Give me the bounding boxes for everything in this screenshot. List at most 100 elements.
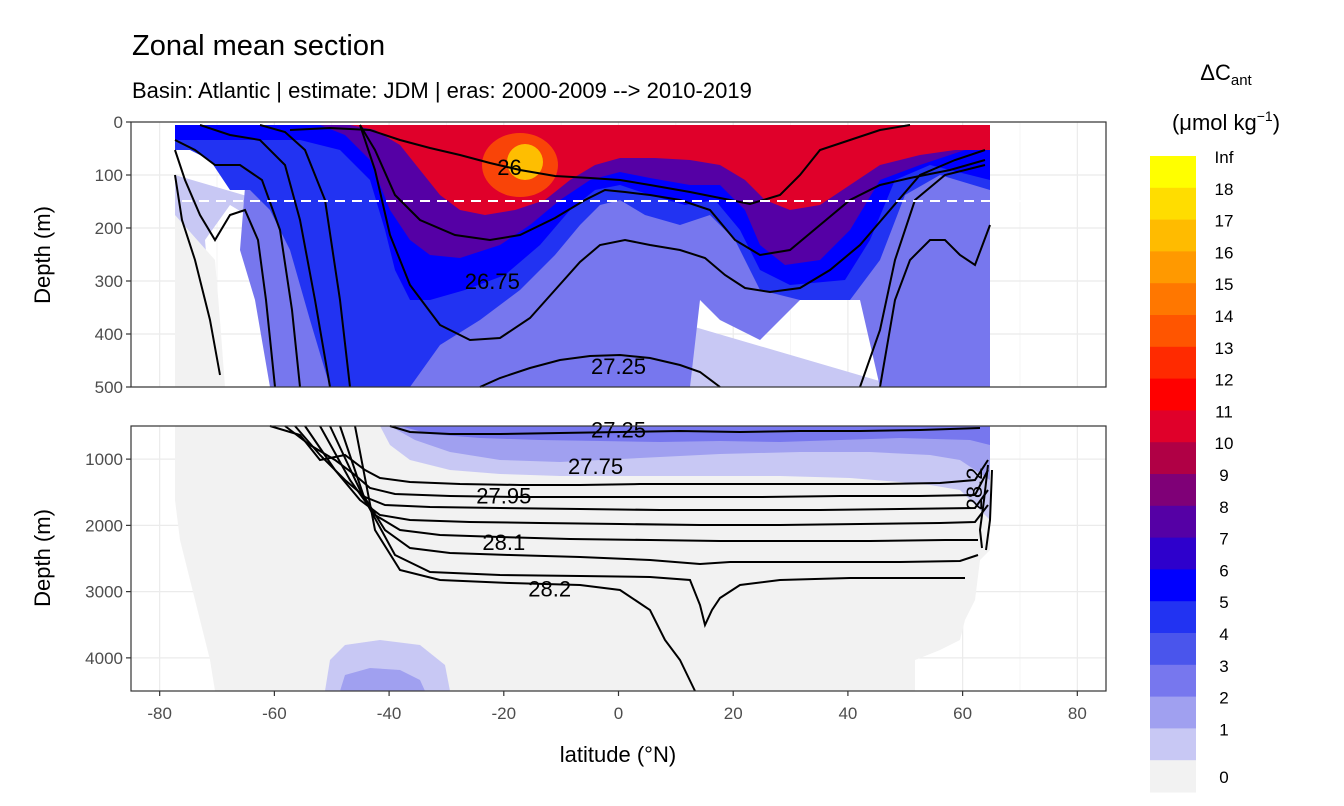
legend-swatch <box>1150 474 1196 507</box>
legend-label: 11 <box>1215 402 1233 421</box>
legend-swatch <box>1150 664 1196 698</box>
upper-contour-west-1 <box>174 174 221 376</box>
lower-y-tick-label: 4000 <box>85 649 123 668</box>
lower-contour-27-25 <box>389 425 981 435</box>
legend-title: ΔCant <box>1200 60 1252 89</box>
x-tick-label: -40 <box>377 704 402 723</box>
legend-swatch <box>1150 728 1196 761</box>
legend-label: 7 <box>1219 530 1228 549</box>
x-axis: -80 -60 -40 -20 0 20 40 60 80 <box>147 691 1087 723</box>
legend-swatch <box>1150 410 1196 443</box>
legend-swatch <box>1150 633 1196 666</box>
legend-label: 6 <box>1219 561 1228 580</box>
legend-label: 8 <box>1219 498 1228 517</box>
chart-title: Zonal mean section <box>132 30 385 62</box>
legend-swatch <box>1150 442 1196 475</box>
legend-unit-close: ) <box>1273 110 1280 135</box>
legend-swatch <box>1150 315 1196 348</box>
legend-label: 1 <box>1219 720 1228 739</box>
contour-label: 27.25 <box>591 354 646 379</box>
upper-y-tick-label: 100 <box>95 166 123 185</box>
legend-swatch <box>1150 378 1196 411</box>
upper-panel: 26 26.75 27.25 0 100 200 300 400 500 <box>95 113 1107 397</box>
contour-label: 28.1 <box>482 530 525 555</box>
upper-y-axis-title: Depth (m) <box>30 206 55 304</box>
legend-label: 18 <box>1215 180 1234 199</box>
legend-label: 17 <box>1215 212 1234 231</box>
legend-swatch <box>1150 601 1196 634</box>
legend-label: Inf <box>1215 148 1234 167</box>
upper-y-tick-label: 300 <box>95 272 123 291</box>
legend-label: 12 <box>1215 371 1234 390</box>
legend-swatch <box>1150 505 1196 539</box>
x-tick-label: -20 <box>492 704 517 723</box>
x-tick-label: 60 <box>953 704 972 723</box>
legend-title-sub: ant <box>1231 72 1253 89</box>
upper-contour-labels: 26 26.75 27.25 <box>465 155 646 379</box>
lower-y-axis: 1000 2000 3000 4000 <box>85 450 131 668</box>
upper-field-hot-core <box>507 144 543 180</box>
legend-swatch <box>1150 569 1196 602</box>
upper-y-tick-label: 500 <box>95 378 123 397</box>
lower-y-tick-label: 1000 <box>85 450 123 469</box>
contour-label: 28.2 <box>528 576 571 601</box>
legend-swatch <box>1150 760 1196 793</box>
upper-y-tick-label: 400 <box>95 325 123 344</box>
lower-y-tick-label: 2000 <box>85 516 123 535</box>
legend-label: 0 <box>1219 768 1228 787</box>
legend-swatch <box>1150 283 1196 316</box>
legend-label: 3 <box>1219 657 1228 676</box>
upper-contour-west-2 <box>174 149 276 388</box>
upper-contour-west-3 <box>174 139 301 388</box>
contour-label: 26 <box>497 155 521 180</box>
upper-y-tick-label: 200 <box>95 219 123 238</box>
legend-swatch <box>1150 537 1196 570</box>
x-tick-label: 0 <box>614 704 623 723</box>
upper-contour-east-1 <box>879 224 991 388</box>
lower-contour-east-edge <box>978 464 993 551</box>
upper-contour-west-5 <box>259 124 351 388</box>
legend-unit-main: (μmol kg <box>1172 110 1257 135</box>
contour-label: 27.75 <box>568 454 623 479</box>
upper-contour-26 <box>289 124 911 206</box>
upper-y-tick-label: 0 <box>114 113 123 132</box>
upper-contour-east-2 <box>859 164 986 388</box>
legend-title-main: ΔC <box>1200 60 1231 85</box>
legend-swatch <box>1150 696 1196 729</box>
legend-label: 14 <box>1215 307 1234 326</box>
legend-label: 13 <box>1215 339 1234 358</box>
upper-panel-border <box>130 121 1107 388</box>
contour-label: 27.95 <box>476 484 531 509</box>
legend-unit: (μmol kg−1) <box>1172 108 1280 135</box>
legend-swatch <box>1150 156 1196 189</box>
lower-contour-28-2 <box>354 425 696 692</box>
legend-swatch <box>1150 187 1196 221</box>
lower-contour-27-95 <box>294 425 989 511</box>
legend-label: 2 <box>1219 689 1228 708</box>
legend-swatch <box>1150 346 1196 380</box>
legend: ΔCant (μmol kg−1) Inf1817161514131211109… <box>1150 60 1280 793</box>
upper-field-grey <box>175 215 225 387</box>
lower-contour-27-75 <box>269 425 989 486</box>
legend-label: 9 <box>1219 466 1228 485</box>
chart-subtitle: Basin: Atlantic | estimate: JDM | eras: … <box>132 78 752 103</box>
contour-label: 28.2 <box>962 468 987 511</box>
lower-contour-28-1 <box>329 425 979 566</box>
upper-contour-27-25 <box>479 353 721 388</box>
lower-contour-e <box>339 425 965 628</box>
contour-label: 26.75 <box>465 269 520 294</box>
upper-contour-a <box>359 124 986 257</box>
lower-y-axis-title: Depth (m) <box>30 509 55 607</box>
x-tick-label: 40 <box>838 704 857 723</box>
contour-label: 27.25 <box>591 417 646 442</box>
lower-contour-c <box>304 425 989 526</box>
lower-field-deep-blue <box>340 668 425 691</box>
upper-contour-west-4 <box>199 124 331 388</box>
legend-swatch <box>1150 219 1196 252</box>
lower-y-tick-label: 3000 <box>85 583 123 602</box>
legend-label: 15 <box>1215 275 1234 294</box>
legend-label: 10 <box>1215 434 1234 453</box>
